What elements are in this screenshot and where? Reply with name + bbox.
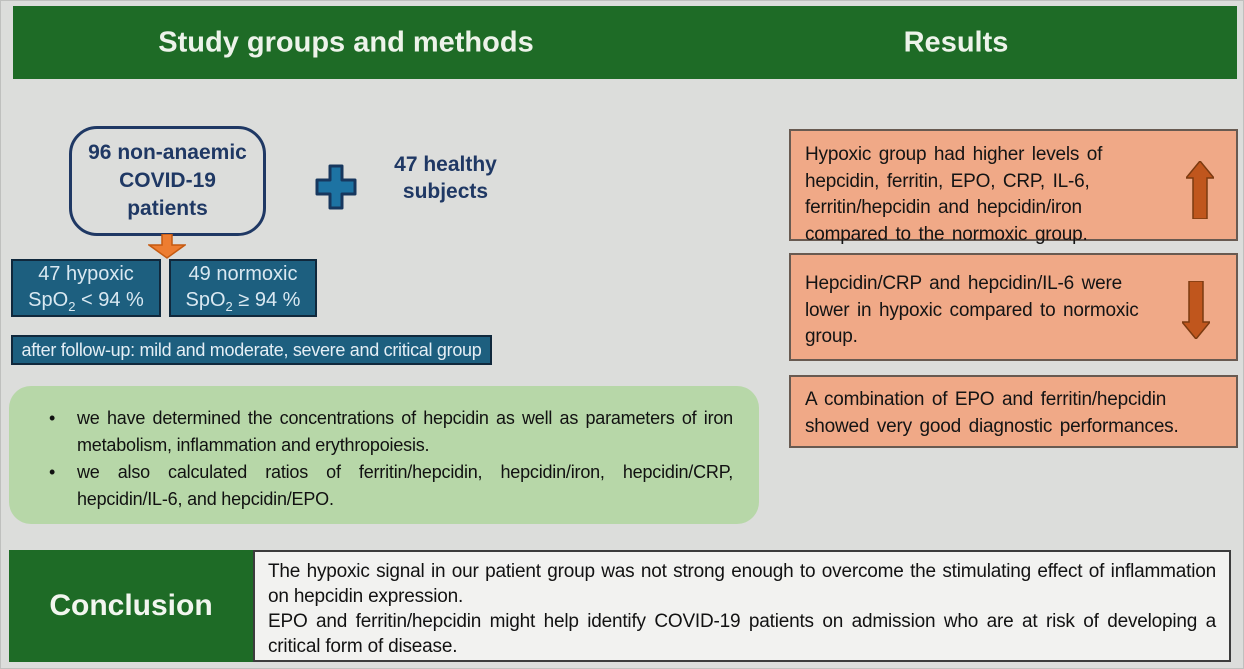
finding-box-lower-ratios: Hepcidin/CRP and hepcidin/IL-6 were lowe…	[789, 253, 1238, 361]
hypoxic-group-box: 47 hypoxic SpO2 < 94 %	[11, 259, 161, 317]
conclusion-paragraph: EPO and ferritin/hepcidin might help ide…	[268, 611, 1216, 658]
finding-box-diagnostic: A combination of EPO and ferritin/hepcid…	[789, 375, 1238, 448]
normoxic-group-box: 49 normoxic SpO2 ≥ 94 %	[169, 259, 317, 317]
methods-bullet: we have determined the concentrations of…	[19, 405, 733, 459]
hypoxic-count: 47 hypoxic	[38, 262, 134, 285]
patients-line: patients	[127, 196, 208, 220]
patients-line: COVID-19	[119, 169, 216, 193]
methods-column-title: Study groups and methods	[158, 26, 534, 58]
down-arrow-icon	[1182, 281, 1210, 339]
finding-box-higher-levels: Hypoxic group had higher levels of hepci…	[789, 129, 1238, 245]
patients-box: 96 non-anaemic COVID-19 patients	[69, 126, 266, 236]
finding-text: Hypoxic group had higher levels of hepci…	[805, 144, 1103, 245]
normoxic-count: 49 normoxic	[188, 262, 298, 285]
finding-text: A combination of EPO and ferritin/hepcid…	[805, 389, 1179, 437]
patients-line: 96 non-anaemic	[88, 141, 247, 165]
hypoxic-spo2: SpO2 < 94 %	[28, 288, 144, 314]
conclusion-text: The hypoxic signal in our patient group …	[253, 550, 1231, 662]
healthy-subjects-label: 47 healthy subjects	[394, 153, 497, 204]
up-arrow-icon	[1186, 161, 1214, 219]
normoxic-spo2: SpO2 ≥ 94 %	[185, 288, 301, 314]
results-column-title: Results	[903, 26, 1009, 58]
methods-summary-box: we have determined the concentrations of…	[9, 386, 759, 524]
methods-bullet: we also calculated ratios of ferritin/he…	[19, 459, 733, 513]
conclusion-paragraph: The hypoxic signal in our patient group …	[268, 561, 1216, 608]
header-bar: Study groups and methods Results	[13, 6, 1237, 79]
followup-note-bar: after follow-up: mild and moderate, seve…	[11, 335, 492, 365]
finding-text: Hepcidin/CRP and hepcidin/IL-6 were lowe…	[805, 273, 1139, 348]
methods-bullet-list: we have determined the concentrations of…	[19, 405, 733, 513]
down-arrow-icon	[148, 234, 186, 259]
plus-icon	[315, 164, 357, 210]
conclusion-label: Conclusion	[9, 550, 253, 662]
